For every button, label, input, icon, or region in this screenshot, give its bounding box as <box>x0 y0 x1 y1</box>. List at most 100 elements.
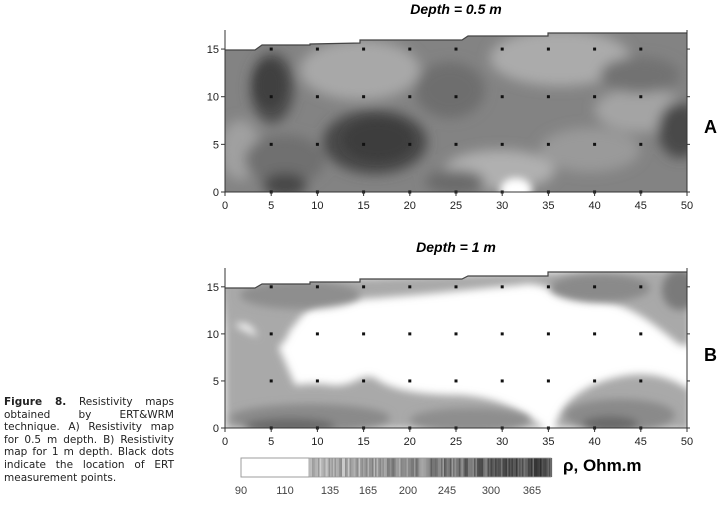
colorbar-stripe <box>309 458 311 477</box>
colorbar-stripe <box>499 458 502 477</box>
colorbar-tick-label: 365 <box>523 485 541 497</box>
panel-b-measurement-point <box>408 332 412 336</box>
colorbar-stripe <box>537 458 539 477</box>
panel-a-measurement-point <box>362 95 366 99</box>
panel-b-measurement-point <box>639 285 643 289</box>
colorbar-stripe <box>445 458 448 477</box>
figure-caption: Figure 8. Resistivity maps obtained by E… <box>4 396 174 484</box>
colorbar-stripe <box>417 458 419 477</box>
colorbar-stripe <box>477 458 479 477</box>
colorbar-stripe <box>462 458 464 477</box>
colorbar-stripe <box>390 458 392 477</box>
colorbar-stripe <box>348 458 350 477</box>
colorbar-stripe <box>312 458 314 477</box>
colorbar-stripe <box>363 458 365 477</box>
colorbar-stripe <box>366 458 368 477</box>
panel-a-measurement-point <box>408 47 412 51</box>
colorbar-stripe <box>459 458 461 477</box>
colorbar-stripe <box>547 458 550 477</box>
colorbar-stripe <box>381 458 383 477</box>
panel-b-x-tick-label: 30 <box>496 436 508 448</box>
colorbar-stripe <box>310 458 313 477</box>
colorbar-stripe <box>463 458 466 477</box>
panel-b-x-tick-label: 20 <box>404 436 416 448</box>
colorbar-stripe <box>345 458 347 477</box>
colorbar-stripe <box>486 458 488 477</box>
colorbar-stripe <box>436 458 439 477</box>
colorbar-stripe <box>472 458 475 477</box>
panel-b-x-tick-label: 10 <box>311 436 323 448</box>
colorbar-stripe <box>408 458 410 477</box>
colorbar-tick-label: 90 <box>235 485 247 497</box>
colorbar-tick-label: 300 <box>482 485 500 497</box>
colorbar-stripe <box>504 458 506 477</box>
panel-b-measurement-point <box>593 332 597 336</box>
colorbar-stripe <box>543 458 545 477</box>
panel-b-x-tick-label: 45 <box>635 436 647 448</box>
colorbar-stripe <box>346 458 349 477</box>
panel-a-measurement-point <box>362 142 366 146</box>
colorbar-stripe <box>330 458 332 477</box>
panel-a-y-tick-label: 10 <box>207 92 219 104</box>
colorbar-stripe <box>498 458 500 477</box>
colorbar-gradient <box>309 458 553 477</box>
panel-b-x-tick-label: 25 <box>450 436 462 448</box>
colorbar-stripe <box>484 458 487 477</box>
panel-b-measurement-point <box>546 285 550 289</box>
colorbar-stripe <box>493 458 496 477</box>
colorbar-stripe <box>406 458 409 477</box>
colorbar-stripe <box>409 458 412 477</box>
colorbar-stripe <box>421 458 424 477</box>
panel-b-y-tick-label: 15 <box>207 282 219 294</box>
panel-b-x-tick-label: 35 <box>542 436 554 448</box>
panel-a-measurement-point <box>315 95 319 99</box>
colorbar-stripe <box>357 458 359 477</box>
colorbar-stripe <box>526 458 529 477</box>
colorbar-stripe <box>514 458 517 477</box>
colorbar-stripe <box>544 458 547 477</box>
colorbar-stripe <box>343 458 346 477</box>
colorbar-stripe <box>441 458 443 477</box>
panel-a-x-tick-label: 0 <box>222 200 228 212</box>
colorbar-stripe <box>418 458 421 477</box>
colorbar-stripe <box>523 458 526 477</box>
colorbar-stripe <box>439 458 442 477</box>
panel-a-x-tick-label: 15 <box>357 200 369 212</box>
colorbar-stripe <box>318 458 320 477</box>
panel-a-measurement-point <box>639 47 643 51</box>
colorbar-stripe <box>435 458 437 477</box>
panel-b-measurement-point <box>362 285 366 289</box>
colorbar-stripe <box>495 458 497 477</box>
panel-a-measurement-point <box>546 47 550 51</box>
colorbar-stripe <box>397 458 400 477</box>
colorbar-stripe <box>316 458 319 477</box>
colorbar-stripe <box>489 458 491 477</box>
panel-b-measurement-point <box>546 332 550 336</box>
colorbar-label: ρ, Ohm.m <box>563 456 642 475</box>
colorbar-stripe <box>516 458 518 477</box>
panel-b-measurement-point <box>639 332 643 336</box>
colorbar-stripe <box>351 458 353 477</box>
panel-b-measurement-point <box>408 285 412 289</box>
colorbar-stripe <box>496 458 499 477</box>
panel-a-y-tick-label: 5 <box>213 139 219 151</box>
colorbar-stripe <box>358 458 361 477</box>
panel-b-measurement-point <box>315 379 319 383</box>
panel-a-measurement-point <box>315 47 319 51</box>
colorbar-stripe <box>522 458 524 477</box>
colorbar-stripe <box>333 458 335 477</box>
colorbar-ticks: 90 110 135 165 200 245 300 365 <box>235 485 541 497</box>
panel-b-measurement-point <box>500 285 504 289</box>
panel-b-label: B <box>704 345 717 365</box>
colorbar-stripe <box>432 458 434 477</box>
colorbar-stripe <box>403 458 406 477</box>
colorbar-stripe <box>324 458 326 477</box>
colorbar-stripe <box>540 458 542 477</box>
panel-b-title: Depth = 1 m <box>416 239 496 255</box>
panel-a-x-tick-label: 30 <box>496 200 508 212</box>
panel-b: Depth = 1 m <box>207 239 717 448</box>
panel-a-label: A <box>704 117 717 137</box>
panel-a-x-tick-label: 20 <box>404 200 416 212</box>
panel-a-measurement-point <box>500 142 504 146</box>
colorbar-stripe <box>415 458 418 477</box>
